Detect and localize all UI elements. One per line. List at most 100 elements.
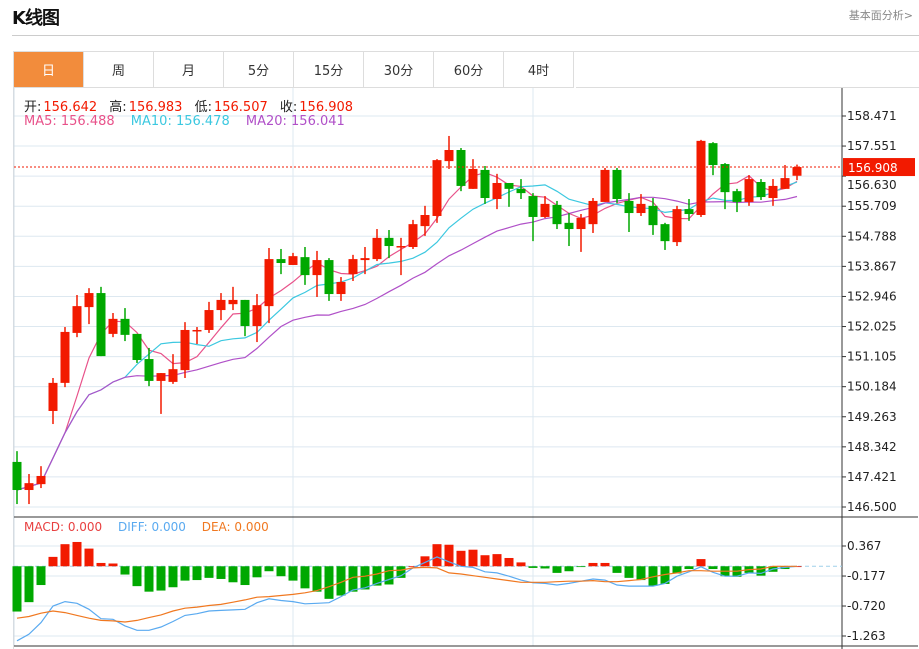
candle-up xyxy=(600,169,610,202)
tab-day[interactable]: 日 xyxy=(14,52,84,88)
macd-bar xyxy=(396,566,406,578)
macd-bar xyxy=(432,544,442,567)
header-divider xyxy=(12,35,919,36)
tab-week[interactable]: 周 xyxy=(84,52,154,88)
candle-up xyxy=(312,260,322,276)
candle-up xyxy=(744,179,754,202)
macd-bar xyxy=(288,566,298,581)
candle-up xyxy=(216,299,226,311)
candle-down xyxy=(300,257,310,276)
macd-bar xyxy=(12,566,22,612)
candle-down xyxy=(564,222,574,230)
candle-up xyxy=(60,331,70,383)
macd-bar xyxy=(528,566,538,568)
macd-bar xyxy=(168,566,178,588)
price-tick-label: 150.184 xyxy=(847,380,897,394)
macd-bar xyxy=(192,566,202,581)
macd-bar xyxy=(72,541,82,567)
macd-bar xyxy=(372,566,382,586)
macd-bar xyxy=(684,566,694,570)
macd-bar xyxy=(456,550,466,567)
price-tick-label: 152.025 xyxy=(847,320,897,334)
ma-legend: MA5: 156.488 MA10: 156.478 MA20: 156.041 xyxy=(24,114,347,129)
macd-bar xyxy=(132,566,142,587)
close-value: 156.908 xyxy=(299,100,354,115)
diff-line xyxy=(16,556,798,642)
macd-bar xyxy=(648,566,658,586)
ma10-legend: MA10: 156.478 xyxy=(130,114,230,129)
ohlc-legend: 开: 156.642 高: 156.983 低: 156.507 收: 156.908 xyxy=(24,96,361,115)
macd-bar xyxy=(492,554,502,567)
candle-down xyxy=(144,359,154,381)
macd-tick-label: 0.367 xyxy=(847,539,881,553)
price-tick-label: 146.500 xyxy=(847,500,897,514)
fundamental-analysis-link[interactable]: 基本面分析> xyxy=(848,9,913,22)
candle-down xyxy=(276,259,286,264)
tab-4hour[interactable]: 4时 xyxy=(504,52,574,88)
macd-bar xyxy=(120,566,130,575)
macd-tick-label: -0.177 xyxy=(847,569,886,583)
macd-bar xyxy=(48,556,58,567)
macd-bar xyxy=(576,566,586,568)
tab-60min[interactable]: 60分 xyxy=(434,52,504,88)
ma5-legend: MA5: 156.488 xyxy=(24,114,115,129)
macd-bar xyxy=(600,562,610,567)
candle-up xyxy=(228,299,238,305)
candle-up xyxy=(792,167,802,176)
candle-up xyxy=(264,259,274,307)
candle-up xyxy=(72,306,82,333)
open-label: 开: xyxy=(24,100,42,115)
low-label: 低: xyxy=(194,100,212,115)
candle-up xyxy=(540,203,550,217)
price-tick-label: 157.551 xyxy=(847,139,897,153)
macd-bar xyxy=(408,566,418,568)
price-tick-label: 154.788 xyxy=(847,229,897,243)
macd-legend: MACD: 0.000 DIFF: 0.000 DEA: 0.000 xyxy=(24,520,271,534)
macd-bar xyxy=(360,566,370,590)
tabs-border xyxy=(576,87,919,88)
tab-15min[interactable]: 15分 xyxy=(294,52,364,88)
macd-bar xyxy=(444,544,454,567)
tab-5min[interactable]: 5分 xyxy=(224,52,294,88)
candle-up xyxy=(360,258,370,261)
macd-bar xyxy=(300,566,310,589)
candle-up xyxy=(492,182,502,199)
last-price-label: 156.908 xyxy=(848,161,898,175)
tab-30min[interactable]: 30分 xyxy=(364,52,434,88)
macd-bar xyxy=(204,566,214,578)
macd-bar xyxy=(564,566,574,572)
macd-bar xyxy=(276,566,286,577)
candle-up xyxy=(288,256,298,265)
candle-down xyxy=(756,182,766,198)
candle-up xyxy=(444,150,454,162)
macd-bar xyxy=(228,566,238,583)
candle-up xyxy=(24,483,34,491)
price-tick-label: 158.471 xyxy=(847,109,897,123)
macd-bar xyxy=(144,566,154,592)
ma10-line xyxy=(16,181,798,491)
page-title: K线图 xyxy=(12,8,60,29)
candle-down xyxy=(12,461,22,491)
candle-up xyxy=(156,373,166,381)
candle-down xyxy=(504,182,514,189)
candle-up xyxy=(48,382,58,411)
candle-up xyxy=(672,209,682,243)
macd-bar xyxy=(60,544,70,567)
candle-down xyxy=(456,150,466,186)
macd-bar xyxy=(24,566,34,603)
macd-bar xyxy=(696,559,706,567)
candle-up xyxy=(396,246,406,248)
candle-down xyxy=(624,200,634,214)
candle-up xyxy=(84,293,94,308)
candle-down xyxy=(552,204,562,225)
macd-bar xyxy=(36,566,46,586)
candle-down xyxy=(648,205,658,226)
tab-month[interactable]: 月 xyxy=(154,52,224,88)
ma20-legend: MA20: 156.041 xyxy=(245,114,345,129)
macd-tick-label: -1.263 xyxy=(847,629,886,643)
macd-bar xyxy=(468,549,478,567)
macd-bar xyxy=(108,563,118,567)
period-tabs: 日 周 月 5分 15分 30分 60分 4时 xyxy=(14,52,574,88)
candle-up xyxy=(204,310,214,330)
